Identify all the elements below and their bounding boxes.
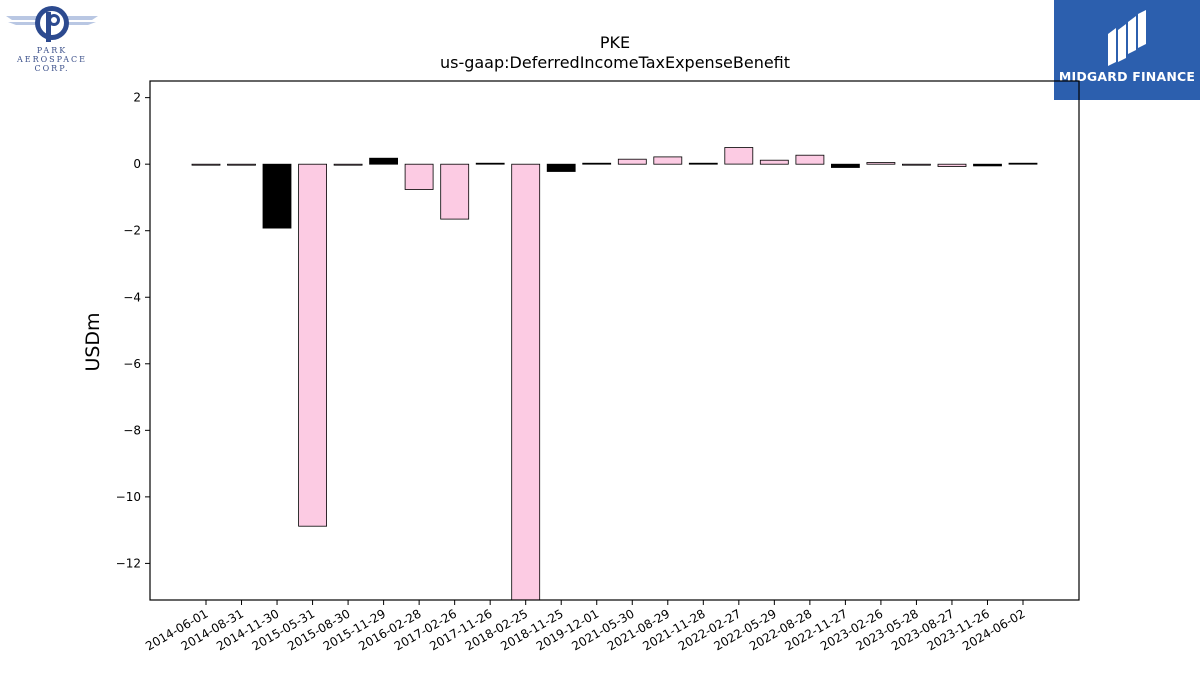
bar-2022-02-27 [724, 147, 754, 165]
park-aerospace-logo: PARK AEROSPACE CORP. [4, 2, 100, 74]
plot-frame [149, 80, 1080, 601]
bar-2017-11-26 [475, 162, 505, 165]
bar-2021-08-29 [653, 156, 683, 165]
bar-2022-05-29 [759, 159, 789, 165]
bar-2018-02-25 [511, 163, 541, 601]
park-aerospace-emblem-icon [6, 6, 98, 42]
bar-2024-06-02 [1008, 162, 1038, 165]
y-tick-label: 2 [133, 91, 141, 105]
bar-2021-05-30 [617, 158, 647, 165]
bar-2023-05-28 [902, 163, 931, 166]
logo-line-1: PARK [36, 46, 68, 55]
bar-2021-11-28 [688, 162, 718, 165]
y-tick-label: −6 [123, 357, 141, 371]
y-axis-label: USDm [82, 312, 104, 371]
bars-group [191, 147, 1038, 601]
midgard-finance-logo: MIDGARD FINANCE [1054, 0, 1200, 100]
midgard-emblem-icon [1108, 10, 1146, 66]
bar-2014-06-01 [191, 163, 221, 166]
bar-2019-12-01 [582, 162, 612, 165]
logo-line-2: AEROSPACE [16, 55, 88, 64]
bar-2023-02-26 [866, 162, 896, 165]
bar-2023-11-26 [973, 163, 1002, 167]
y-tick-label: −2 [123, 224, 141, 238]
logo-line-3: CORP. [34, 64, 70, 73]
bar-2015-05-31 [298, 163, 328, 527]
bar-2022-08-28 [795, 154, 825, 165]
y-tick-label: −10 [116, 490, 141, 504]
bar-2023-08-27 [937, 163, 967, 167]
bar-2017-02-26 [440, 163, 470, 220]
x-ticks-group: 2014-06-012014-08-312014-11-302015-05-31… [143, 600, 1028, 653]
bar-2015-08-30 [333, 163, 363, 166]
midgard-finance-wordmark: MIDGARD FINANCE [1058, 69, 1196, 84]
y-tick-label: −4 [123, 290, 141, 304]
bar-2022-11-27 [831, 163, 860, 168]
bar-2014-11-30 [262, 163, 292, 229]
bar-2015-11-29 [369, 157, 399, 165]
bar-2014-08-31 [227, 163, 256, 166]
y-ticks-group: 2 0 −2 −4 −6 −8 −10 −12 [116, 91, 150, 570]
bar-2018-11-25 [546, 163, 576, 172]
y-tick-label: 0 [133, 157, 141, 171]
bar-2016-02-28 [404, 163, 434, 190]
y-tick-label: −12 [116, 556, 141, 570]
chart-title: PKE [600, 33, 630, 52]
chart-subtitle: us-gaap:DeferredIncomeTaxExpenseBenefit [440, 53, 790, 72]
y-tick-label: −8 [123, 423, 141, 437]
